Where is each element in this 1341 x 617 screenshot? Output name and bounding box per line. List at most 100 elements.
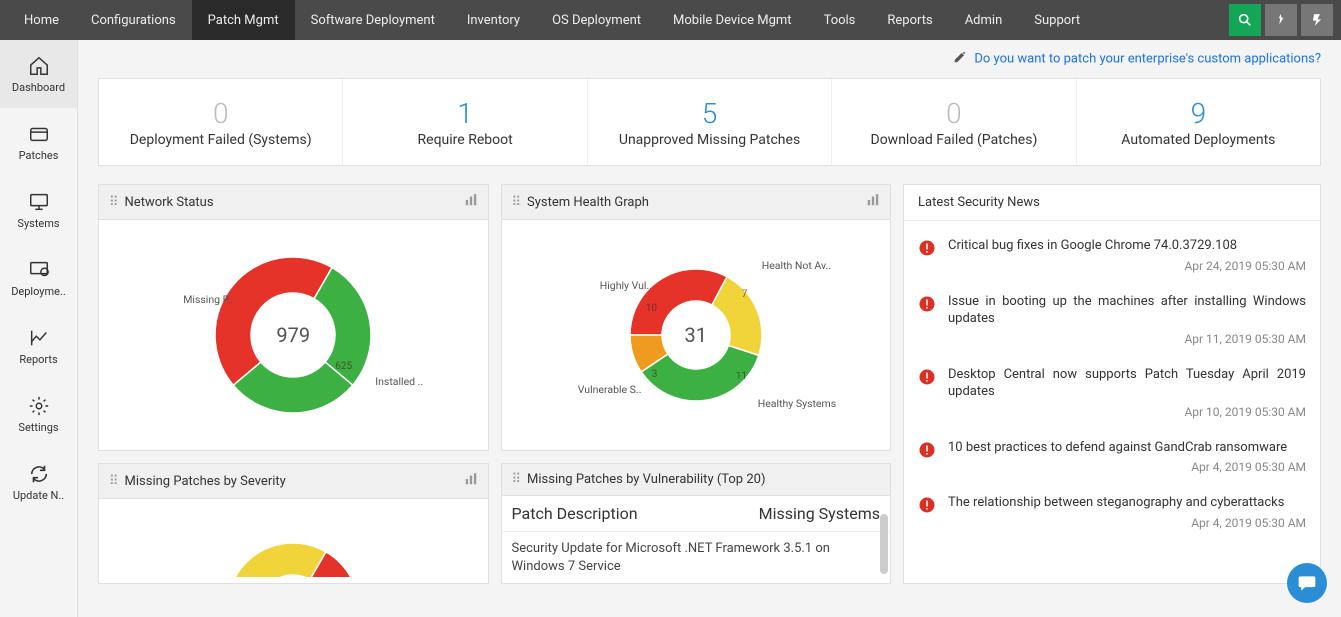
widget-title: Network Status [125, 195, 214, 210]
top-nav: HomeConfigurationsPatch MgmtSoftware Dep… [0, 0, 1341, 40]
chart-label: 7 [742, 289, 748, 300]
chart-label: Vulnerable S.. [578, 383, 642, 396]
chart-label: Highly Vul.. [600, 279, 652, 292]
nav-admin[interactable]: Admin [949, 0, 1019, 40]
promo-link[interactable]: Do you want to patch your enterprise's c… [974, 51, 1321, 66]
chat-button[interactable] [1287, 563, 1327, 603]
nav-support[interactable]: Support [1018, 0, 1096, 40]
nav-software-deployment[interactable]: Software Deployment [295, 0, 451, 40]
col-description: Patch Description [512, 504, 759, 523]
sidebar-item-dashboard[interactable]: Dashboard [0, 40, 77, 108]
summary-cell[interactable]: 9 Automated Deployments [1077, 79, 1320, 165]
news-title-text: 10 best practices to defend against Gand… [948, 439, 1306, 457]
promo-link-row: Do you want to patch your enterprise's c… [98, 50, 1321, 68]
edit-icon [953, 50, 967, 68]
drag-icon: ⠿ [109, 195, 119, 210]
news-date: Apr 4, 2019 05:30 AM [948, 516, 1306, 530]
nav-tools[interactable]: Tools [808, 0, 872, 40]
sidebar-label: Patches [19, 149, 59, 162]
news-title-text: Issue in booting up the machines after i… [948, 293, 1306, 328]
sidebar-item-deployme[interactable]: Deployme.. [0, 244, 77, 312]
nav-home[interactable]: Home [8, 0, 75, 40]
chart-label: Healthy Systems [758, 397, 836, 410]
summary-cell[interactable]: 0Deployment Failed (Systems) [99, 79, 343, 165]
news-widget: Latest Security News Critical bug fixes … [903, 184, 1321, 584]
news-item[interactable]: The relationship between steganography a… [918, 484, 1306, 540]
sidebar-item-systems[interactable]: Systems [0, 176, 77, 244]
drag-icon: ⠿ [109, 474, 119, 489]
summary-label: Unapproved Missing Patches [619, 132, 800, 148]
summary-value: 9 [1191, 97, 1207, 130]
news-date: Apr 4, 2019 05:30 AM [948, 460, 1306, 474]
news-item[interactable]: Critical bug fixes in Google Chrome 74.0… [918, 227, 1306, 283]
widget-title: System Health Graph [527, 195, 649, 210]
chart-label: 625 [335, 361, 352, 372]
nav-patch-mgmt[interactable]: Patch Mgmt [192, 0, 295, 40]
chart-label: Health Not Av.. [762, 259, 831, 272]
news-item[interactable]: Desktop Central now supports Patch Tuesd… [918, 356, 1306, 429]
chart-label: 10 [646, 303, 657, 314]
summary-value: 5 [702, 97, 718, 130]
nav-mobile-device-mgmt[interactable]: Mobile Device Mgmt [657, 0, 808, 40]
summary-label: Automated Deployments [1121, 132, 1275, 148]
action-button[interactable] [1301, 4, 1333, 36]
notification-button[interactable] [1265, 4, 1297, 36]
news-date: Apr 10, 2019 05:30 AM [948, 405, 1306, 419]
news-item[interactable]: 10 best practices to defend against Gand… [918, 429, 1306, 485]
donut-center-value: 31 [685, 323, 707, 347]
sidebar-item-update-n[interactable]: Update N.. [0, 448, 77, 516]
chart-label: 11 [736, 371, 747, 382]
summary-label: Require Reboot [418, 132, 513, 148]
col-missing: Missing Systems [759, 504, 880, 523]
news-title: Latest Security News [904, 185, 1320, 221]
nav-reports[interactable]: Reports [871, 0, 948, 40]
search-button[interactable] [1229, 4, 1261, 36]
summary-label: Deployment Failed (Systems) [130, 132, 312, 148]
summary-row: 0Deployment Failed (Systems)1Require Reb… [98, 78, 1321, 166]
alert-icon [918, 368, 936, 386]
scrollbar[interactable] [880, 514, 888, 574]
vuln-table-head: Patch Description Missing Systems [502, 496, 891, 532]
summary-value: 1 [457, 97, 473, 130]
alert-icon [918, 496, 936, 514]
nav-inventory[interactable]: Inventory [451, 0, 536, 40]
summary-value: 0 [946, 97, 962, 130]
chart-label: Missing P.. [183, 293, 233, 306]
donut-center-value: 979 [276, 323, 310, 347]
news-title-text: The relationship between steganography a… [948, 494, 1306, 512]
sidebar-label: Dashboard [12, 81, 65, 94]
drag-icon: ⠿ [512, 472, 522, 487]
alert-icon [918, 441, 936, 459]
news-title-text: Critical bug fixes in Google Chrome 74.0… [948, 237, 1306, 255]
sidebar-label: Deployme.. [11, 285, 66, 298]
sidebar-item-reports[interactable]: Reports [0, 312, 77, 380]
sidebar-item-settings[interactable]: Settings [0, 380, 77, 448]
system-health-widget: ⠿ System Health Graph 31 Highly Vul..Hea… [501, 184, 892, 451]
nav-configurations[interactable]: Configurations [75, 0, 192, 40]
main-content: Do you want to patch your enterprise's c… [78, 40, 1341, 617]
news-date: Apr 11, 2019 05:30 AM [948, 332, 1306, 346]
summary-cell[interactable]: 1 Require Reboot [343, 79, 587, 165]
chart-icon[interactable] [464, 472, 478, 490]
sidebar-label: Reports [19, 353, 57, 366]
summary-label: Download Failed (Patches) [871, 132, 1038, 148]
sidebar-label: Update N.. [13, 489, 64, 502]
chart-icon[interactable] [464, 193, 478, 211]
vulnerability-widget: ⠿ Missing Patches by Vulnerability (Top … [501, 463, 892, 584]
news-date: Apr 24, 2019 05:30 AM [948, 259, 1306, 273]
nav-os-deployment[interactable]: OS Deployment [536, 0, 657, 40]
summary-cell[interactable]: 5 Unapproved Missing Patches [588, 79, 832, 165]
vuln-row[interactable]: Security Update for Microsoft .NET Frame… [502, 532, 891, 583]
alert-icon [918, 295, 936, 313]
chart-label: 3 [652, 369, 658, 380]
sidebar-label: Settings [18, 421, 58, 434]
summary-cell[interactable]: 0 Download Failed (Patches) [832, 79, 1076, 165]
news-item[interactable]: Issue in booting up the machines after i… [918, 283, 1306, 356]
alert-icon [918, 239, 936, 257]
sidebar-label: Systems [17, 217, 59, 230]
chart-icon[interactable] [866, 193, 880, 211]
sidebar-item-patches[interactable]: Patches [0, 108, 77, 176]
chart-label: Installed .. [375, 375, 423, 388]
sidebar: Dashboard Patches Systems Deployme.. Reports… [0, 40, 78, 617]
widget-title: Missing Patches by Severity [125, 474, 286, 489]
